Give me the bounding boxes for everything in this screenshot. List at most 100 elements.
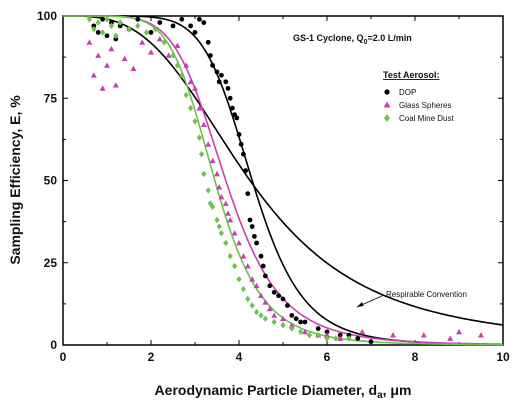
coal-mine-dust-point: [249, 302, 255, 309]
glass-spheres-point: [359, 328, 366, 335]
glass-spheres-point: [174, 42, 181, 49]
dop-point: [337, 332, 343, 338]
dop-point: [324, 329, 330, 335]
dop-point: [355, 336, 361, 341]
dop-point: [148, 30, 154, 35]
dop-point: [243, 168, 249, 174]
y-tick-label: 50: [44, 174, 58, 188]
glass-spheres-point: [209, 157, 216, 164]
dop-point: [216, 79, 222, 85]
coal-mine-dust-point: [95, 19, 101, 26]
dop-point: [252, 234, 257, 239]
dop-point: [192, 30, 198, 35]
dop-point: [170, 23, 176, 29]
dop-point: [135, 16, 141, 22]
glass-spheres-point: [227, 216, 234, 223]
coal-mine-dust-point: [216, 223, 222, 230]
coal-mine-dust-point: [223, 239, 229, 247]
y-tick-label: 75: [44, 91, 58, 105]
glass-spheres-point: [165, 52, 172, 58]
coal-mine-dust-point: [333, 335, 339, 342]
coal-mine-dust-point: [207, 200, 213, 207]
coal-mine-dust-point: [117, 19, 123, 26]
glass-spheres-point: [231, 230, 238, 236]
coal-mine-dust-point: [201, 170, 207, 178]
glass-spheres-point: [447, 335, 454, 341]
coal-mine-dust-point: [91, 25, 97, 33]
coal-mine-dust-point: [227, 252, 233, 260]
glass-spheres-point: [108, 45, 115, 52]
x-tick-label: 6: [324, 350, 331, 364]
y-axis-label: Sampling Efficiency, E, %: [7, 95, 23, 265]
dop-point: [245, 191, 251, 197]
dop-point: [104, 33, 110, 39]
dop-point: [293, 316, 299, 322]
legend-marker-glass: [383, 101, 391, 108]
legend-marker-coal: [384, 114, 390, 122]
dop-point: [236, 132, 242, 137]
coal-mine-dust-point: [196, 134, 202, 141]
glass-spheres-point: [225, 210, 231, 216]
coal-mine-dust-point: [199, 150, 205, 158]
dop-point: [238, 141, 244, 147]
glass-spheres-point: [280, 315, 286, 322]
coal-mine-dust-point: [174, 62, 180, 69]
chart-title: GS-1 Cyclone, Q0=2.0 L/min: [293, 33, 412, 46]
legend-label-glass: Glass Spheres: [399, 101, 451, 110]
annotation-arrowhead: [357, 302, 364, 307]
glass-spheres-point: [99, 85, 106, 91]
coal-mine-dust-point: [280, 322, 286, 329]
dop-point: [234, 115, 240, 121]
respirable-convention-curve: [63, 15, 504, 326]
x-tick-label: 4: [236, 350, 243, 364]
dop-point: [157, 20, 163, 25]
coal-mine-dust-point: [108, 22, 114, 30]
coal-mine-dust-point: [188, 104, 194, 112]
y-tick-label: 100: [37, 9, 57, 23]
coal-mine-dust-point: [86, 16, 92, 23]
glass-spheres-point: [90, 72, 97, 78]
coal-mine-dust-point: [126, 25, 132, 33]
dop-point: [109, 20, 114, 25]
coal-mine-dust-point: [192, 118, 198, 125]
glass-spheres-point: [104, 62, 110, 68]
glass-spheres-point: [288, 322, 295, 328]
y-tick-label: 25: [44, 256, 58, 270]
dop-point: [197, 16, 202, 22]
glass-spheres-point: [183, 62, 190, 68]
dop-point: [230, 105, 235, 111]
dop-point: [223, 79, 229, 85]
glass-spheres-point: [187, 78, 194, 85]
dop-point: [201, 20, 207, 25]
glass-spheres-point: [95, 52, 102, 58]
dop-point: [205, 39, 211, 45]
glass-spheres-point: [236, 240, 242, 246]
coal-mine-dust-point: [218, 229, 224, 237]
dop-point: [263, 273, 268, 279]
coal-mine-dust-point: [315, 331, 321, 339]
coal-mine-dust-point: [236, 276, 242, 283]
glass-spheres-point: [156, 36, 163, 42]
dop-point: [241, 151, 246, 157]
glass-spheres-point: [240, 253, 247, 259]
dop-point: [225, 85, 231, 91]
coal-mine-dust-point: [144, 29, 150, 36]
x-tick-label: 8: [412, 350, 419, 364]
coal-mine-dust-point: [210, 203, 216, 211]
dop-point: [346, 332, 352, 338]
data-points: [86, 16, 484, 345]
glass-spheres-point: [271, 312, 278, 318]
legend-marker-dop: [384, 89, 390, 95]
dop-point: [214, 69, 220, 75]
glass-spheres-point: [218, 193, 225, 200]
dop-point: [227, 95, 233, 101]
glass-spheres-point: [266, 305, 273, 312]
legend-label-coal: Coal Mine Dust: [399, 114, 454, 123]
coal-mine-dust-point: [289, 325, 295, 332]
coal-mine-dust-point: [254, 308, 260, 316]
glass-spheres-point: [196, 105, 203, 111]
dop-point: [260, 263, 266, 269]
glass-spheres-point: [337, 335, 344, 341]
glass-spheres-point: [139, 39, 146, 45]
